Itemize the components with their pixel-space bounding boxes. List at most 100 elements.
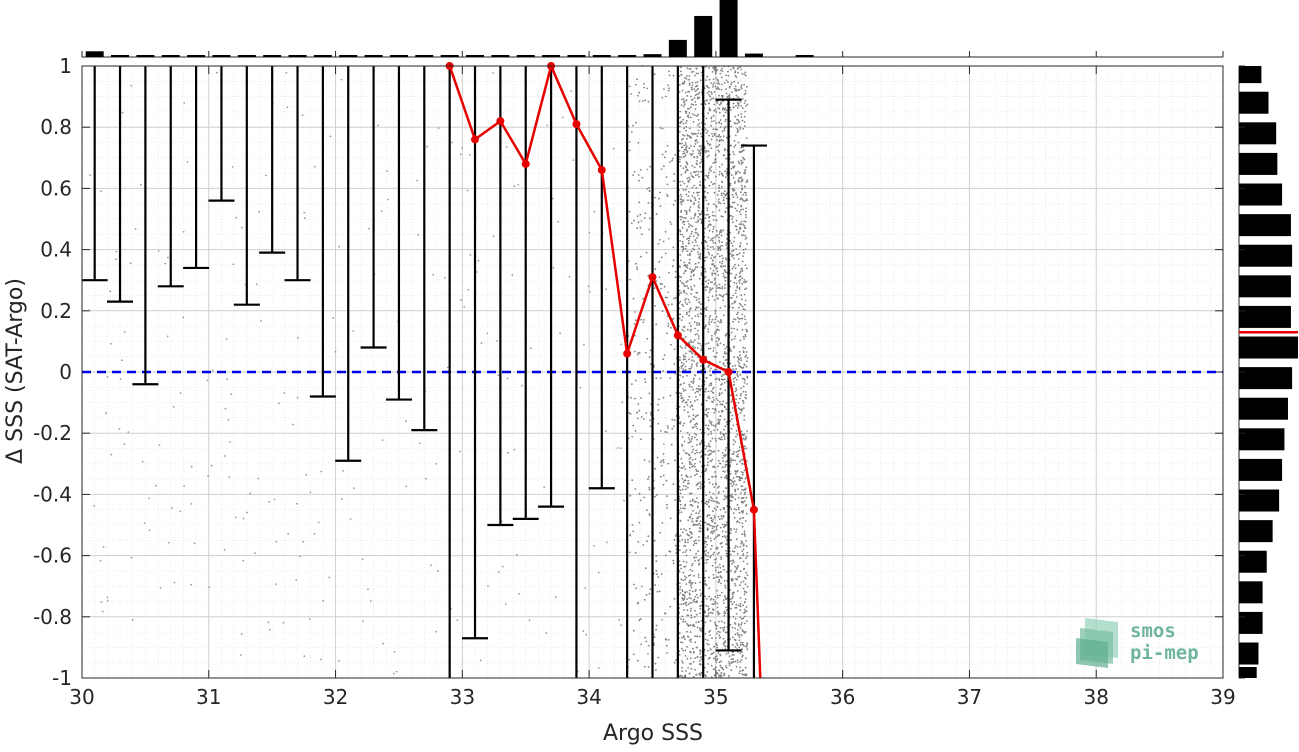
scatter-point [708,514,711,517]
scatter-point [437,570,439,572]
scatter-point [736,632,739,634]
scatter-point [724,425,727,428]
scatter-point [707,328,709,331]
scatter-point [731,188,734,191]
scatter-point [699,481,701,483]
scatter-point [141,460,144,463]
scatter-point [639,255,642,258]
x-tick-label: 30 [69,685,94,709]
scatter-point [734,646,737,648]
y-histogram-bar [1239,244,1293,267]
scatter-point [745,328,748,331]
scatter-point [655,555,658,557]
scatter-point [718,411,720,413]
scatter-point [697,596,699,599]
scatter-point [708,442,710,445]
scatter-point [716,500,719,503]
scatter-point [733,189,736,192]
scatter-point [694,108,697,110]
scatter-point [684,142,687,144]
scatter-point [720,392,723,394]
scatter-point [689,95,692,98]
scatter-point [683,217,686,219]
scatter-point [719,69,722,72]
scatter-point [691,241,694,244]
scatter-point [679,586,682,588]
scatter-point [683,182,686,185]
median-series [445,62,762,679]
scatter-point [745,447,748,450]
scatter-point [642,544,645,546]
scatter-point [688,434,691,436]
scatter-point [668,87,670,90]
scatter-point [183,102,186,104]
scatter-point [725,543,727,545]
scatter-point [705,174,707,177]
scatter-point [739,660,742,663]
scatter-point [166,335,169,338]
scatter-point [683,528,685,530]
scatter-point [713,538,716,540]
scatter-point [655,624,658,627]
scatter-point [705,549,708,552]
scatter-point [732,162,734,164]
scatter-point [690,288,693,291]
scatter-point [705,554,708,557]
scatter-point [713,507,716,510]
scatter-point [683,156,686,158]
scatter-point [694,458,697,461]
scatter-point [682,134,684,136]
scatter-point [714,242,717,245]
scatter-point [698,564,700,566]
scatter-point [679,359,681,361]
scatter-point [699,627,701,629]
scatter-point [665,644,668,647]
scatter-point [697,506,699,509]
scatter-point [724,536,727,539]
scatter-point [737,180,740,183]
scatter-point [240,633,243,635]
scatter-point [733,380,735,383]
scatter-point [722,433,725,436]
scatter-point [741,73,744,75]
scatter-point [682,122,685,125]
scatter-point [683,355,685,358]
scatter-point [714,108,717,111]
scatter-point [716,328,719,331]
scatter-point [709,267,712,270]
scatter-point [691,517,694,520]
scatter-point [707,203,710,205]
x-histogram-bar [263,55,282,57]
scatter-point [739,100,742,103]
scatter-point [395,670,398,673]
scatter-point [700,71,703,74]
scatter-point [681,316,684,318]
scatter-point [684,649,687,652]
scatter-point [635,379,637,382]
scatter-point [694,199,697,202]
x-histogram-bar [542,55,561,57]
x-tick-labels: 30 31 32 33 34 35 36 37 38 39 [69,685,1235,709]
scatter-point [223,549,226,551]
scatter-point [711,521,714,523]
scatter-point [689,421,692,423]
scatter-point [663,165,665,168]
scatter-point [636,353,639,356]
scatter-point [725,402,728,404]
scatter-point [309,491,312,494]
scatter-point [706,615,709,618]
scatter-point [683,103,686,106]
scatter-point [730,400,733,403]
scatter-point [636,78,638,81]
scatter-point [729,411,732,414]
scatter-point [711,483,714,486]
scatter-point [744,355,747,358]
scatter-point [735,398,737,401]
scatter-point [744,477,747,480]
scatter-point [712,248,715,251]
scatter-point [717,198,720,201]
scatter-point [740,86,743,88]
scatter-point [711,97,713,100]
scatter-point [708,595,711,598]
scatter-point [718,329,720,331]
